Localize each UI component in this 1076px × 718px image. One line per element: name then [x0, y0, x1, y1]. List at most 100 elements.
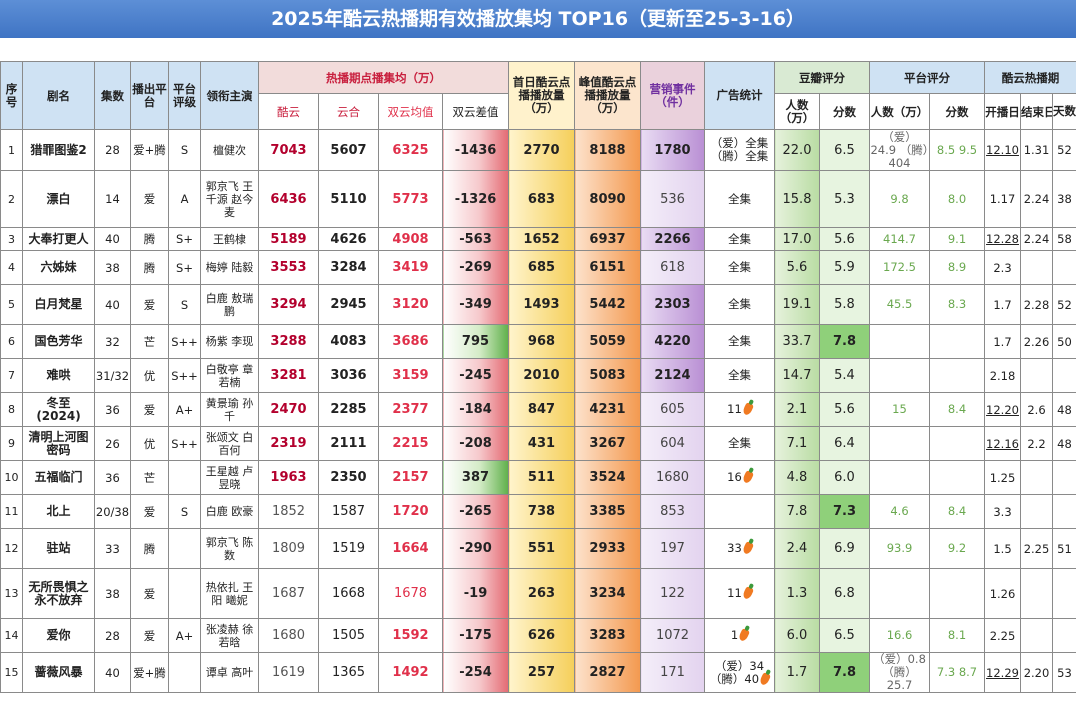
- cell-rank: 1: [0, 129, 23, 171]
- cell-platform: 腾: [130, 227, 169, 251]
- cell-kuyun: 3288: [258, 324, 319, 359]
- cell-grade: A: [168, 170, 201, 228]
- cell-first-day: 1652: [508, 227, 575, 251]
- cell-ads-text: 全集: [728, 436, 751, 450]
- cell-platform: 爱+腾: [130, 652, 169, 693]
- cell-platform: 爱: [130, 284, 169, 325]
- cell-ads: [704, 494, 775, 529]
- cell-rank: 7: [0, 358, 23, 393]
- cell-days: [1052, 358, 1076, 393]
- cell-rank: 15: [0, 652, 23, 693]
- cell-grade: S: [168, 494, 201, 529]
- cell-episodes: 36: [94, 460, 131, 495]
- cell-rank: 2: [0, 170, 23, 228]
- cell-marketing: 1680: [640, 460, 705, 495]
- table-row: 8 冬至 (2024) 36 爱 A+ 黄景瑜 孙千 2470 2285 2377 -184 847…: [0, 392, 1076, 427]
- carrot-icon: [741, 401, 754, 417]
- cell-ads: 33: [704, 528, 775, 569]
- cell-days: [1052, 494, 1076, 529]
- cell-ads-text: 全集: [728, 191, 751, 206]
- cell-end: 2.28: [1020, 284, 1053, 325]
- cell-days: [1052, 568, 1076, 619]
- cell-end: [1020, 568, 1053, 619]
- table-row: 9 清明上河图密码 26 优 S++ 张颂文 白百何 2319 2111 2215 -208 431…: [0, 426, 1076, 461]
- cell-peak: 8188: [574, 129, 641, 171]
- cell-kuyun: 1809: [258, 528, 319, 569]
- cell-marketing: 2266: [640, 227, 705, 251]
- cell-name: 国色芳华: [22, 324, 95, 359]
- cell-kuyun: 1687: [258, 568, 319, 619]
- cell-name: 五福临门: [22, 460, 95, 495]
- cell-episodes: 28: [94, 618, 131, 653]
- cell-douban-score: 6.0: [819, 460, 870, 495]
- cell-platform-score: 9.1: [929, 227, 985, 251]
- cell-days: [1052, 250, 1076, 285]
- table-row: 12 驻站 33 腾郭京飞 陈数 1809 1519 1664 -290 551 2933 197 3…: [0, 528, 1076, 569]
- cell-ads-text: （爱）全集 （腾）全集: [710, 136, 769, 163]
- cell-days: 52: [1052, 129, 1076, 171]
- cell-episodes: 40: [94, 227, 131, 251]
- table-row: 15 蔷薇风暴 40 爱+腾 谭卓 高叶 1619 1365 1492 -254 257 2827 1…: [0, 652, 1076, 693]
- cell-marketing: 605: [640, 392, 705, 427]
- cell-days: 38: [1052, 170, 1076, 228]
- header-avg: 双云均值: [378, 93, 443, 130]
- cell-avg: 3419: [378, 250, 443, 285]
- cell-platform: 爱: [130, 618, 169, 653]
- header-kuyun: 酷云: [258, 93, 319, 130]
- cell-yunhe: 1505: [318, 618, 379, 653]
- table-row: 2 漂白 14 爱 A 郭京飞 王千源 赵今麦 6436 5110 5773 -1326 683 80…: [0, 170, 1076, 228]
- cell-leads: 杨紫 李现: [200, 324, 259, 359]
- cell-grade: S++: [168, 324, 201, 359]
- cell-yunhe: 2285: [318, 392, 379, 427]
- cell-ads-text: 全集: [728, 231, 751, 246]
- cell-start: 1.26: [984, 568, 1021, 619]
- cell-grade: S++: [168, 426, 201, 461]
- cell-kuyun: 3294: [258, 284, 319, 325]
- cell-diff: -1436: [442, 129, 509, 171]
- cell-platform-score: 8.0: [929, 170, 985, 228]
- carrot-icon: [741, 540, 754, 556]
- cell-ads-text: 全集: [728, 297, 751, 311]
- header-period-group: 酷云热播期: [984, 61, 1076, 94]
- cell-days: [1052, 618, 1076, 653]
- cell-platform: 爱+腾: [130, 129, 169, 171]
- cell-platform-people: 4.6: [869, 494, 930, 529]
- cell-douban-score: 6.4: [819, 426, 870, 461]
- cell-ads-text: 16: [727, 470, 742, 484]
- table-row: 11 北上 20/38 爱 S 白鹿 欧豪 1852 1587 1720 -265 738 3385 8…: [0, 494, 1076, 529]
- cell-diff: -290: [442, 528, 509, 569]
- cell-douban-people: 4.8: [774, 460, 820, 495]
- cell-yunhe: 5607: [318, 129, 379, 171]
- cell-start: 12.28: [984, 227, 1021, 251]
- cell-douban-score: 7.8: [819, 324, 870, 359]
- cell-platform-people: [869, 460, 930, 495]
- cell-douban-score: 5.3: [819, 170, 870, 228]
- cell-name: 爱你: [22, 618, 95, 653]
- cell-platform: 爱: [130, 568, 169, 619]
- header-platform-score: 分数: [929, 93, 985, 130]
- cell-peak: 3267: [574, 426, 641, 461]
- cell-kuyun: 3553: [258, 250, 319, 285]
- cell-first-day: 968: [508, 324, 575, 359]
- cell-rank: 14: [0, 618, 23, 653]
- title-gap: [0, 38, 1076, 61]
- cell-first-day: 511: [508, 460, 575, 495]
- cell-first-day: 431: [508, 426, 575, 461]
- cell-platform: 优: [130, 358, 169, 393]
- cell-episodes: 31/32: [94, 358, 131, 393]
- cell-yunhe: 1365: [318, 652, 379, 693]
- cell-avg: 1492: [378, 652, 443, 693]
- cell-grade: S+: [168, 250, 201, 285]
- cell-grade: [168, 460, 201, 495]
- cell-avg: 3159: [378, 358, 443, 393]
- header-diff: 双云差值: [442, 93, 509, 130]
- cell-episodes: 28: [94, 129, 131, 171]
- cell-grade: S+: [168, 227, 201, 251]
- table-row: 4 六姊妹 38 腾 S+ 梅婷 陆毅 3553 3284 3419 -269 685 6151 618…: [0, 250, 1076, 285]
- cell-marketing: 122: [640, 568, 705, 619]
- cell-kuyun: 7043: [258, 129, 319, 171]
- cell-leads: 白鹿 欧豪: [200, 494, 259, 529]
- cell-platform-score: [929, 426, 985, 461]
- cell-diff: -563: [442, 227, 509, 251]
- cell-kuyun: 1619: [258, 652, 319, 693]
